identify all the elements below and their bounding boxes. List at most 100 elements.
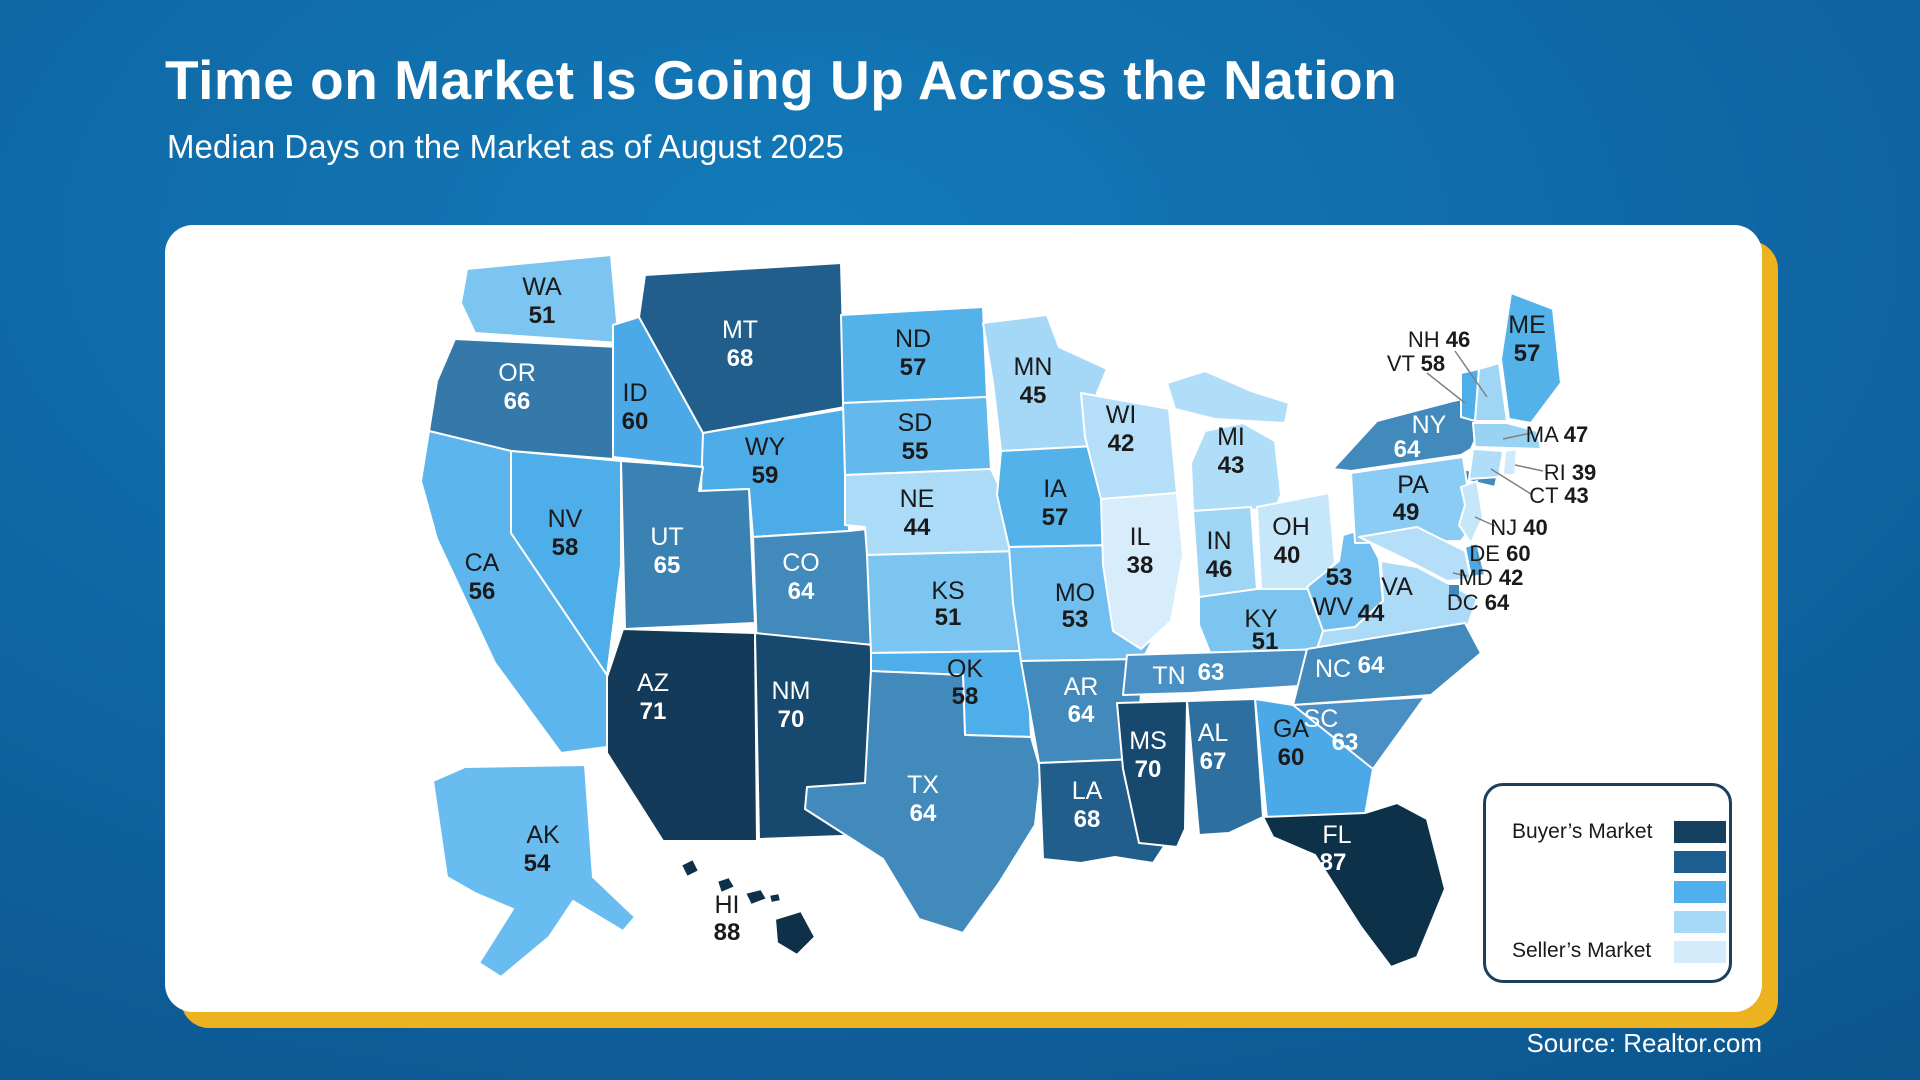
state-ms-abbr-label: MS xyxy=(1129,727,1167,755)
legend-swatch-2 xyxy=(1674,851,1726,873)
state-pa-value-label: 49 xyxy=(1393,499,1420,526)
state-dc-shape xyxy=(1449,585,1459,595)
state-va-value-label: 44 xyxy=(1358,600,1385,627)
state-tx-shape xyxy=(804,670,1042,934)
state-ct-shape xyxy=(1468,448,1504,480)
callout-label-de: DE 60 xyxy=(1469,541,1530,566)
state-ok-abbr-label: OK xyxy=(947,655,983,683)
state-tx-abbr-label: TX xyxy=(907,771,939,799)
state-ut-value-label: 65 xyxy=(654,552,681,579)
callout-line-vt xyxy=(1426,372,1466,404)
state-wv-value-label: 53 xyxy=(1326,564,1353,591)
state-nd-abbr-label: ND xyxy=(895,325,931,353)
state-az-value-label: 71 xyxy=(640,698,667,725)
state-ia-value-label: 57 xyxy=(1042,504,1069,531)
state-co-value-label: 64 xyxy=(788,578,815,605)
legend-swatch-5 xyxy=(1674,941,1726,963)
state-co-abbr-label: CO xyxy=(782,549,820,577)
state-pa-abbr-label: PA xyxy=(1397,471,1429,499)
legend-swatch-4 xyxy=(1674,911,1726,933)
state-wi-abbr-label: WI xyxy=(1106,401,1137,429)
state-wa-shape xyxy=(460,254,620,344)
legend-swatch-3 xyxy=(1674,881,1726,903)
page-title: Time on Market Is Going Up Across the Na… xyxy=(165,49,1398,111)
state-ks-value-label: 51 xyxy=(935,604,962,631)
state-nd-value-label: 57 xyxy=(900,354,927,381)
legend-sellers-label: Seller’s Market xyxy=(1512,939,1652,962)
state-id-value-label: 60 xyxy=(622,408,649,435)
state-ga-abbr-label: GA xyxy=(1273,715,1309,743)
state-me-shape xyxy=(1500,292,1562,424)
state-nv-abbr-label: NV xyxy=(548,505,583,533)
state-fl-shape xyxy=(1262,802,1446,968)
state-shapes xyxy=(420,254,1562,978)
state-oh-abbr-label: OH xyxy=(1272,513,1310,541)
state-ne-value-label: 44 xyxy=(904,514,931,541)
state-fl-abbr-label: FL xyxy=(1322,821,1351,849)
page-subtitle: Median Days on the Market as of August 2… xyxy=(167,128,844,165)
state-mt-value-label: 68 xyxy=(727,345,754,372)
state-mn-value-label: 45 xyxy=(1020,382,1047,409)
state-hi-value-label: 88 xyxy=(714,919,741,946)
state-il-shape xyxy=(1100,492,1184,650)
state-wy-abbr-label: WY xyxy=(745,433,786,461)
state-me-abbr-label: ME xyxy=(1508,311,1546,339)
state-nv-shape xyxy=(510,450,622,676)
state-me-value-label: 57 xyxy=(1514,340,1541,367)
callout-label-ma: MA 47 xyxy=(1526,422,1588,447)
state-nj-shape xyxy=(1458,480,1484,544)
callout-line-ri xyxy=(1514,464,1544,472)
state-il-value-label: 38 xyxy=(1127,552,1154,579)
source-attribution: Source: Realtor.com xyxy=(1526,1028,1762,1058)
state-ky-value-label: 51 xyxy=(1252,628,1279,655)
state-ri-shape xyxy=(1502,448,1518,476)
callout-line-dc xyxy=(1456,594,1460,602)
state-wi-value-label: 42 xyxy=(1108,430,1135,457)
state-ma-shape xyxy=(1472,422,1542,450)
state-va-abbr-label: VA xyxy=(1381,573,1413,601)
callout-line-nj xyxy=(1474,516,1496,527)
state-mn-abbr-label: MN xyxy=(1014,353,1053,381)
state-nv-value-label: 58 xyxy=(552,534,579,561)
state-ak-abbr-label: AK xyxy=(526,821,560,849)
state-la-abbr-label: LA xyxy=(1072,777,1103,805)
state-wy-value-label: 59 xyxy=(752,462,779,489)
state-ky-abbr-label: KY xyxy=(1244,605,1278,633)
callout-label-nh: NH 46 xyxy=(1408,327,1470,352)
state-ny-value-label: 64 xyxy=(1394,436,1421,463)
state-az-shape xyxy=(606,628,758,842)
state-tn-value-label: 63 xyxy=(1198,659,1225,686)
state-nm-abbr-label: NM xyxy=(772,677,811,705)
state-al-value-label: 67 xyxy=(1200,748,1227,775)
legend-buyers-label: Buyer’s Market xyxy=(1512,820,1653,843)
state-ne-abbr-label: NE xyxy=(900,485,935,513)
state-ms-value-label: 70 xyxy=(1135,756,1162,783)
state-mo-abbr-label: MO xyxy=(1055,579,1095,607)
state-or-abbr-label: OR xyxy=(498,359,536,387)
state-tn-abbr-label: TN xyxy=(1152,662,1185,690)
state-hi-abbr-label: HI xyxy=(715,891,740,919)
state-ca-value-label: 56 xyxy=(469,578,496,605)
state-ak-value-label: 54 xyxy=(524,850,551,877)
callout-label-ri: RI 39 xyxy=(1544,460,1597,485)
callout-label-ct: CT 43 xyxy=(1529,483,1589,508)
state-ks-abbr-label: KS xyxy=(931,577,964,605)
callout-line-de xyxy=(1476,551,1480,566)
state-in-abbr-label: IN xyxy=(1207,527,1232,555)
state-il-abbr-label: IL xyxy=(1130,523,1151,551)
state-al-abbr-label: AL xyxy=(1198,719,1229,747)
state-mi-value-label: 43 xyxy=(1218,452,1245,479)
state-tx-value-label: 64 xyxy=(910,800,937,827)
state-al-shape xyxy=(1186,698,1264,836)
state-ga-shape xyxy=(1254,698,1374,820)
state-ga-value-label: 60 xyxy=(1278,744,1305,771)
state-az-abbr-label: AZ xyxy=(637,669,669,697)
state-ar-abbr-label: AR xyxy=(1064,673,1099,701)
state-ok-value-label: 58 xyxy=(952,683,979,710)
state-mi-abbr-label: MI xyxy=(1217,423,1245,451)
state-sd-abbr-label: SD xyxy=(898,409,933,437)
state-mn-shape xyxy=(982,314,1114,452)
state-mo-value-label: 53 xyxy=(1062,606,1089,633)
state-nc-abbr-label: NC xyxy=(1315,655,1351,683)
